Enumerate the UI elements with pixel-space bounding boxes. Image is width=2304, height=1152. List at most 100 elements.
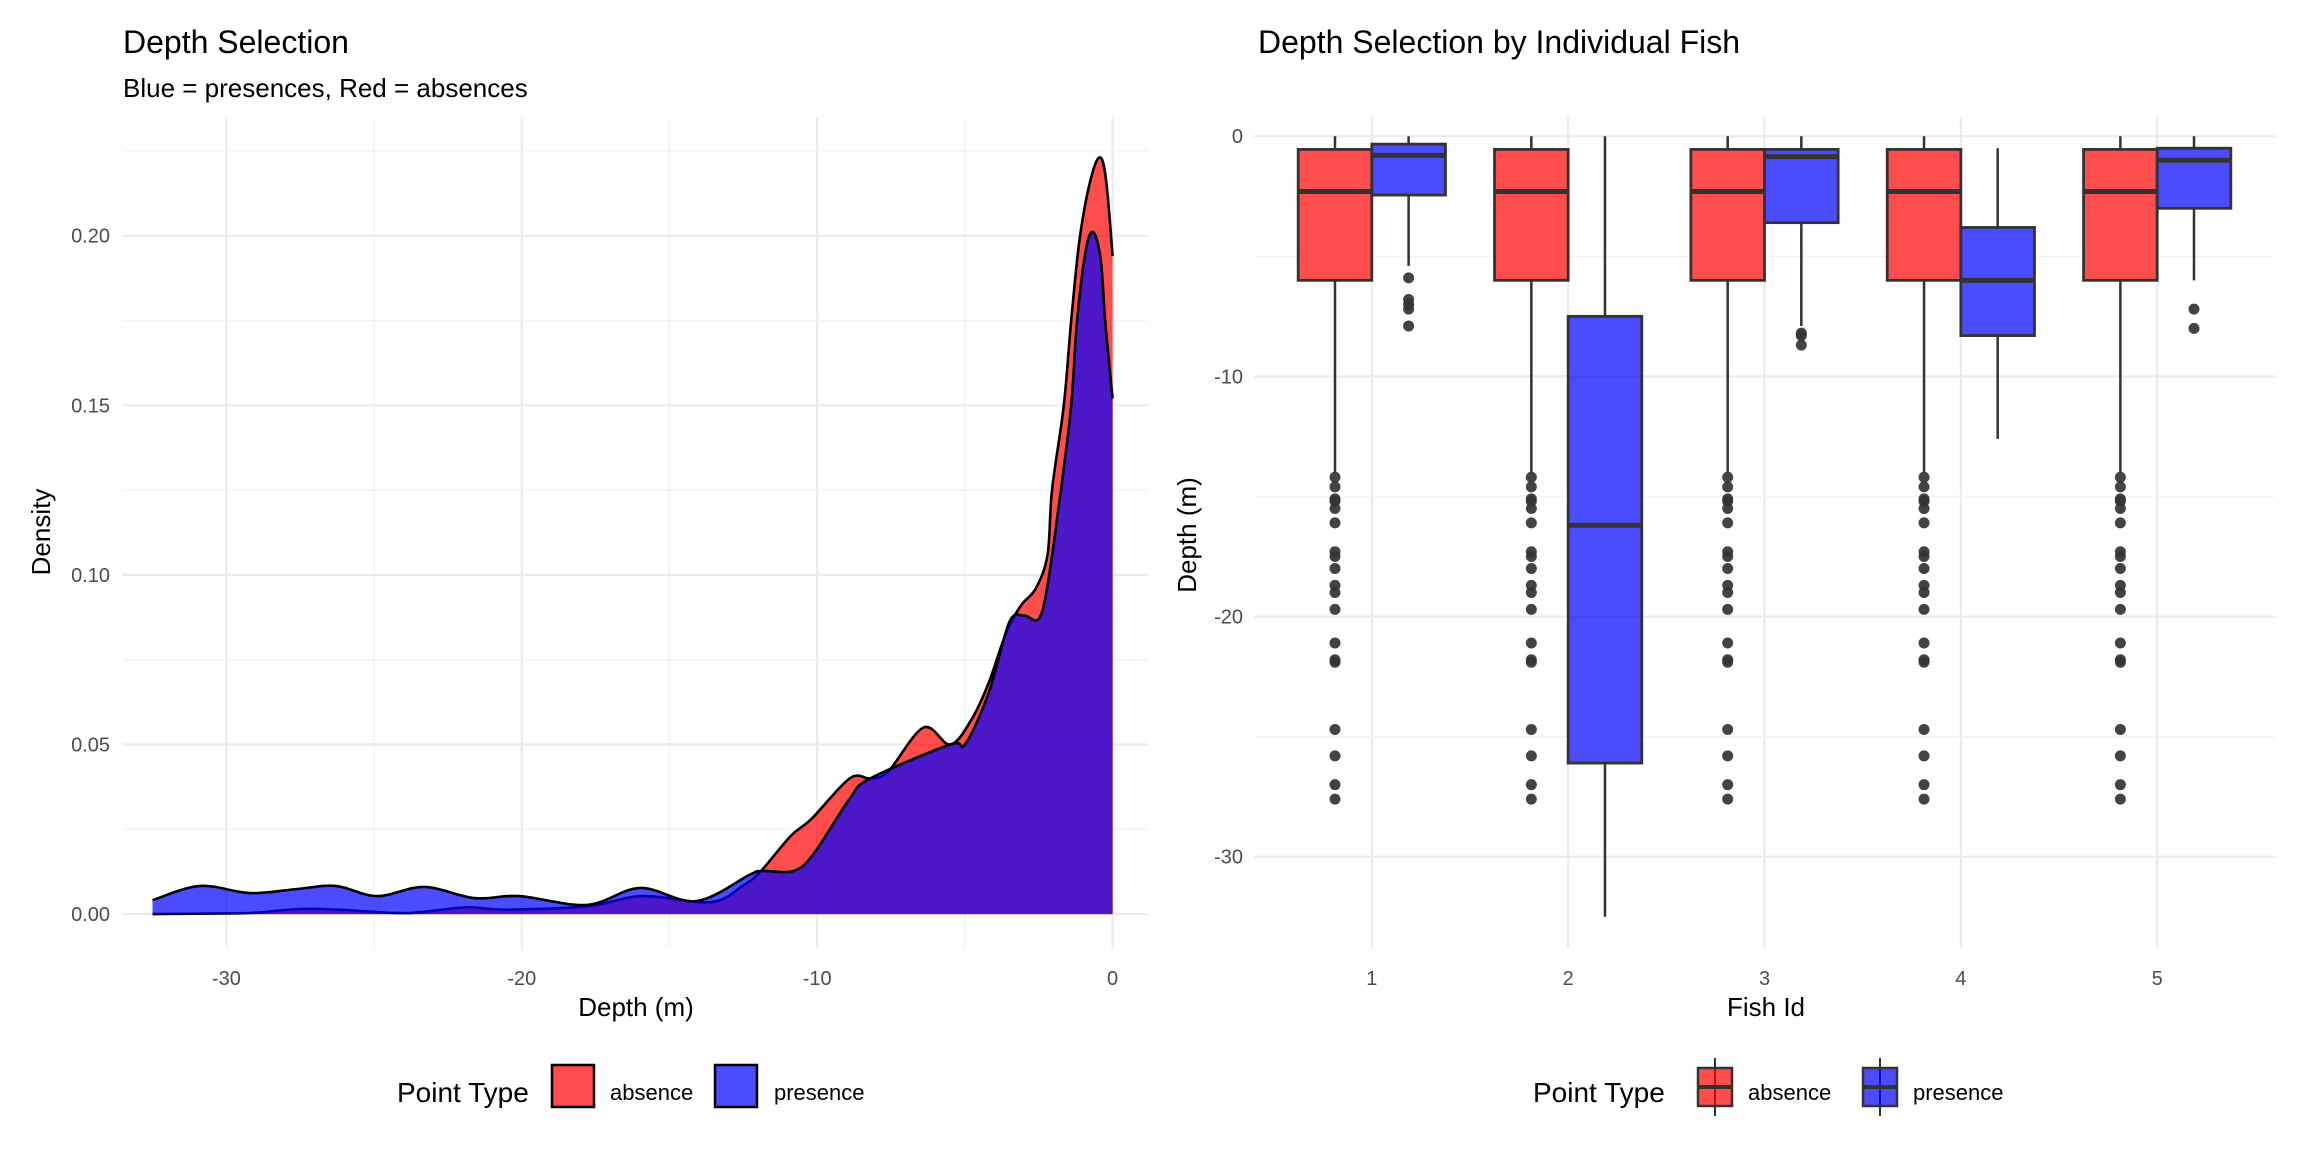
outlier-point bbox=[1722, 779, 1734, 791]
box-body bbox=[1566, 314, 1644, 765]
outlier-point bbox=[2114, 563, 2126, 575]
outlier-point bbox=[1722, 481, 1734, 493]
density-legend: Point Type absence presence bbox=[397, 1063, 865, 1109]
box-body bbox=[2155, 146, 2233, 210]
outlier-point bbox=[1722, 502, 1734, 514]
outlier-point bbox=[1918, 517, 1930, 529]
legend-key-presence bbox=[1861, 1058, 1899, 1116]
outlier-point bbox=[1722, 750, 1734, 762]
legend-label-absence: absence bbox=[1748, 1080, 1831, 1105]
outlier-point bbox=[2114, 471, 2126, 483]
box-presence-fish-4 bbox=[1959, 148, 2036, 439]
outlier-point bbox=[1329, 587, 1341, 599]
box-presence-fish-1 bbox=[1370, 136, 1447, 332]
outlier-point bbox=[2114, 603, 2126, 615]
outlier-point bbox=[1525, 793, 1537, 805]
boxplot-chart-title: Depth Selection by Individual Fish bbox=[1258, 24, 1740, 60]
legend-key-absence bbox=[550, 1063, 596, 1109]
outlier-point bbox=[1722, 587, 1734, 599]
outlier-point bbox=[1329, 517, 1341, 529]
density-tick-labels: -30 -20 -10 0 0.00 0.05 0.10 0.15 0.20 bbox=[71, 226, 1118, 990]
outlier-point bbox=[1525, 471, 1537, 483]
outlier-point bbox=[2114, 481, 2126, 493]
x-tick-label: -10 bbox=[803, 968, 832, 990]
y-tick-label: -20 bbox=[1214, 607, 1243, 629]
outlier-point bbox=[1918, 779, 1930, 791]
outlier-point bbox=[1722, 656, 1734, 668]
outlier-point bbox=[1525, 637, 1537, 649]
outlier-point bbox=[1525, 481, 1537, 493]
outlier-point bbox=[1795, 339, 1807, 351]
density-chart-title: Depth Selection bbox=[123, 24, 349, 60]
outlier-point bbox=[1329, 637, 1341, 649]
outlier-point bbox=[1918, 750, 1930, 762]
outlier-point bbox=[1722, 551, 1734, 563]
x-tick-label: 5 bbox=[2152, 968, 2163, 990]
outlier-point bbox=[1918, 656, 1930, 668]
boxplot-grid bbox=[1254, 117, 2275, 948]
outlier-point bbox=[1329, 603, 1341, 615]
legend-title: Point Type bbox=[397, 1077, 529, 1108]
box-body bbox=[1296, 148, 1374, 282]
outlier-point bbox=[1329, 723, 1341, 735]
outlier-point bbox=[1918, 723, 1930, 735]
outlier-point bbox=[1795, 330, 1807, 342]
outlier-point bbox=[1525, 723, 1537, 735]
outlier-point bbox=[1918, 471, 1930, 483]
density-x-axis-title: Depth (m) bbox=[578, 992, 694, 1022]
box-body bbox=[1763, 148, 1840, 225]
outlier-point bbox=[2114, 723, 2126, 735]
outlier-point bbox=[1525, 587, 1537, 599]
density-y-axis-title: Density bbox=[26, 489, 56, 576]
box-body bbox=[1689, 148, 1766, 282]
boxplot-boxes bbox=[1296, 136, 2233, 917]
x-tick-label: 0 bbox=[1107, 968, 1118, 990]
y-tick-label: -30 bbox=[1214, 847, 1243, 869]
outlier-point bbox=[2114, 502, 2126, 514]
boxplot-x-axis-title: Fish Id bbox=[1727, 992, 1805, 1022]
outlier-point bbox=[2188, 322, 2200, 334]
outlier-point bbox=[2114, 587, 2126, 599]
box-absence-fish-2 bbox=[1493, 136, 1570, 805]
x-tick-label: -20 bbox=[507, 968, 536, 990]
x-tick-label: 1 bbox=[1366, 968, 1377, 990]
outlier-point bbox=[1329, 563, 1341, 575]
outlier-point bbox=[1722, 793, 1734, 805]
outlier-point bbox=[1329, 481, 1341, 493]
boxplot-y-axis-title: Depth (m) bbox=[1172, 477, 1202, 593]
y-tick-label: -10 bbox=[1214, 366, 1243, 388]
density-line-presence bbox=[152, 230, 1114, 907]
outlier-point bbox=[2114, 637, 2126, 649]
outlier-point bbox=[1329, 750, 1341, 762]
outlier-point bbox=[1918, 587, 1930, 599]
outlier-point bbox=[1525, 779, 1537, 791]
outlier-point bbox=[2114, 793, 2126, 805]
outlier-point bbox=[1918, 551, 1930, 563]
boxplot-chart: Depth Selection by Individual Fish 1 2 3 4 5… bbox=[1172, 24, 2275, 1116]
box-absence-fish-3 bbox=[1689, 136, 1766, 805]
outlier-point bbox=[2114, 656, 2126, 668]
outlier-point bbox=[1403, 320, 1415, 332]
box-presence-fish-3 bbox=[1763, 136, 1840, 351]
y-tick-label: 0.05 bbox=[71, 734, 110, 756]
outlier-point bbox=[1525, 517, 1537, 529]
x-tick-label: -30 bbox=[212, 968, 241, 990]
box-absence-fish-5 bbox=[2082, 136, 2159, 805]
outlier-point bbox=[1329, 551, 1341, 563]
outlier-point bbox=[1525, 750, 1537, 762]
density-chart-subtitle: Blue = presences, Red = absences bbox=[123, 73, 528, 103]
density-areas bbox=[152, 156, 1114, 916]
legend-label-absence: absence bbox=[610, 1080, 693, 1105]
density-grid bbox=[123, 117, 1148, 948]
outlier-point bbox=[1722, 471, 1734, 483]
outlier-point bbox=[1329, 793, 1341, 805]
density-area-presence bbox=[152, 231, 1113, 915]
outlier-point bbox=[1722, 603, 1734, 615]
outlier-point bbox=[1918, 603, 1930, 615]
x-tick-label: 2 bbox=[1563, 968, 1574, 990]
density-chart: Depth Selection Blue = presences, Red = … bbox=[26, 24, 1148, 1109]
box-presence-fish-2 bbox=[1566, 136, 1644, 917]
outlier-point bbox=[1525, 563, 1537, 575]
box-absence-fish-4 bbox=[1885, 136, 1963, 805]
